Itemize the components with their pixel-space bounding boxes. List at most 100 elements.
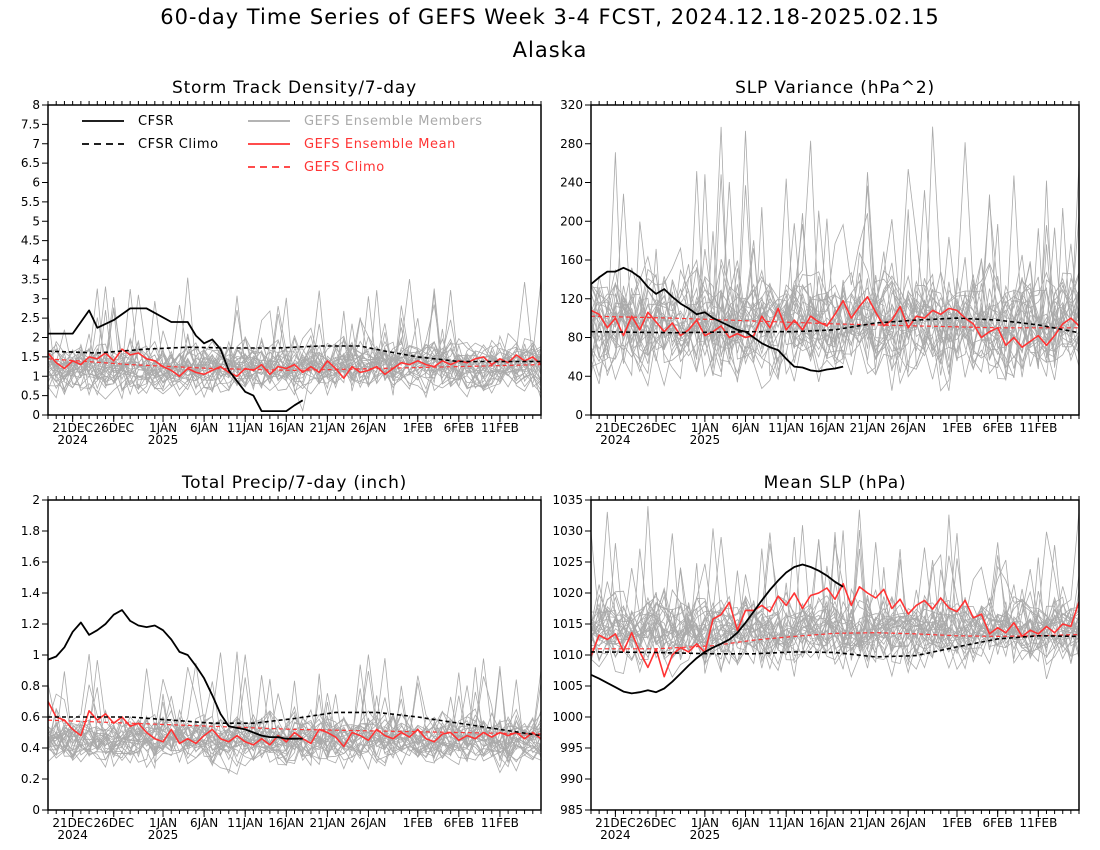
y-tick-label: 5.5 bbox=[21, 195, 40, 209]
y-tick-label: 1000 bbox=[552, 710, 583, 724]
ensemble-member-line bbox=[591, 531, 1079, 661]
gefs-ensemble-mean-line bbox=[591, 582, 1079, 678]
ensemble-member-line bbox=[48, 288, 541, 397]
chart-panel-3: Total Precip/7-day (inch)00.20.40.60.811… bbox=[21, 473, 542, 842]
plot-frame bbox=[590, 499, 1080, 811]
y-tick-label: 320 bbox=[560, 98, 583, 112]
ensemble-member-line bbox=[48, 654, 541, 764]
x-tick-label: 16JAN bbox=[809, 421, 845, 435]
ensemble-member-line bbox=[591, 175, 1079, 373]
chart-panels: Storm Track Density/7-day 0 0.5 1 1.5 2 2.5 3 3.… bbox=[21, 78, 1080, 842]
ensemble-member-line bbox=[48, 679, 541, 762]
y-tick-label: 1015 bbox=[552, 617, 583, 631]
y-tick-label: 2.5 bbox=[21, 311, 40, 325]
ensemble-member-line bbox=[591, 548, 1079, 666]
x-tick-label: 6JAN bbox=[731, 816, 759, 830]
plot-frame bbox=[590, 104, 1080, 416]
ensemble-member-line bbox=[591, 574, 1079, 670]
ensemble-members bbox=[591, 506, 1079, 680]
x-tick-label: 1JAN bbox=[691, 816, 719, 830]
x-tick-label: 11JAN bbox=[768, 421, 804, 435]
cfsr-climo-line bbox=[48, 345, 541, 363]
y-tick-label: 1025 bbox=[552, 555, 583, 569]
x-tick-year-label: 2025 bbox=[148, 828, 179, 842]
x-tick-label: 11JAN bbox=[768, 816, 804, 830]
y-tick-label: 0.2 bbox=[21, 772, 40, 786]
x-tick-label: 21DEC bbox=[595, 816, 635, 830]
y-tick-label: 1020 bbox=[552, 586, 583, 600]
ensemble-member-line bbox=[591, 174, 1079, 388]
y-tick-label: 200 bbox=[560, 214, 583, 228]
x-tick-label: 26DEC bbox=[93, 421, 133, 435]
x-tick-label: 11FEB bbox=[481, 421, 519, 435]
x-tick-label: 6FEB bbox=[982, 421, 1012, 435]
ensemble-member-line bbox=[591, 267, 1079, 391]
ensemble-member-line bbox=[591, 548, 1079, 662]
x-tick-label: 26JAN bbox=[890, 421, 926, 435]
x-tick-label: 6FEB bbox=[444, 421, 474, 435]
ensemble-member-line bbox=[591, 224, 1079, 373]
y-tick-label: 1.6 bbox=[21, 555, 40, 569]
ensemble-member-line bbox=[48, 307, 541, 396]
ensemble-member-line bbox=[48, 278, 541, 397]
x-tick-year-label: 2024 bbox=[57, 433, 88, 447]
x-tick-label: 1JAN bbox=[691, 421, 719, 435]
x-tick-label: 1FEB bbox=[942, 421, 972, 435]
y-tick-label: 6.5 bbox=[21, 156, 40, 170]
y-tick-label: 80 bbox=[568, 331, 583, 345]
cfsr-climo-line bbox=[48, 711, 541, 737]
chart-panel-1: Storm Track Density/7-day 0 0.5 1 1.5 2 2.5 3 3.… bbox=[21, 78, 542, 447]
y-tick-label: 0 bbox=[575, 408, 583, 422]
ensemble-member-line bbox=[48, 338, 541, 395]
legend-label: GEFS Ensemble Members bbox=[304, 114, 483, 129]
ensemble-member-line bbox=[591, 130, 1079, 375]
y-tick-label: 2 bbox=[32, 493, 40, 507]
gefs-climo-line bbox=[48, 719, 541, 735]
ensemble-member-line bbox=[591, 559, 1079, 666]
y-tick-label: 0.5 bbox=[21, 389, 40, 403]
ensemble-members bbox=[48, 651, 541, 775]
y-tick-label: 160 bbox=[560, 253, 583, 267]
x-tick-label: 11FEB bbox=[1019, 421, 1057, 435]
y-tick-label: 990 bbox=[560, 772, 583, 786]
x-tick-label: 11JAN bbox=[227, 421, 263, 435]
ensemble-member-line bbox=[48, 653, 541, 766]
x-tick-year-label: 2025 bbox=[690, 828, 721, 842]
y-tick-label: 1.4 bbox=[21, 586, 40, 600]
x-tick-label: 26JAN bbox=[351, 421, 387, 435]
x-tick-label: 11FEB bbox=[1019, 816, 1057, 830]
ensemble-member-line bbox=[48, 664, 541, 764]
chart-panel-2: SLP Variance (hPa^2) 0 40 80 120 160 200 240 280… bbox=[560, 78, 1080, 447]
x-tick-year-label: 2024 bbox=[600, 433, 631, 447]
y-tick-label: 8 bbox=[32, 98, 40, 112]
x-tick-label: 21JAN bbox=[850, 816, 886, 830]
ensemble-member-line bbox=[591, 244, 1079, 380]
x-tick-label: 11FEB bbox=[481, 816, 519, 830]
gefs-ensemble-mean-line bbox=[48, 701, 541, 748]
x-tick-label: 6FEB bbox=[444, 816, 474, 830]
figure-subtitle: Alaska bbox=[513, 38, 588, 62]
ensemble-member-line bbox=[48, 289, 541, 395]
y-tick-label: 1 bbox=[32, 648, 40, 662]
x-tick-label: 6JAN bbox=[731, 421, 759, 435]
legend-label: CFSR Climo bbox=[138, 137, 219, 152]
plot-frame bbox=[47, 104, 542, 416]
x-tick-label: 11JAN bbox=[227, 816, 263, 830]
ensemble-member-line bbox=[48, 296, 541, 400]
y-tick-label: 120 bbox=[560, 292, 583, 306]
ensemble-member-line bbox=[48, 678, 541, 769]
ensemble-member-line bbox=[591, 219, 1079, 376]
y-tick-label: 1035 bbox=[552, 493, 583, 507]
ensemble-member-line bbox=[48, 290, 541, 392]
ensemble-member-line bbox=[48, 669, 541, 775]
ensemble-member-line bbox=[591, 514, 1079, 661]
ensemble-member-line bbox=[48, 695, 541, 763]
panel-title: SLP Variance (hPa^2) bbox=[735, 78, 935, 98]
legend-label: CFSR bbox=[138, 114, 174, 129]
x-tick-label: 21JAN bbox=[850, 421, 886, 435]
ensemble-member-line bbox=[591, 140, 1079, 380]
cfsr-line bbox=[48, 307, 304, 413]
y-tick-label: 1.2 bbox=[21, 617, 40, 631]
x-tick-label: 16JAN bbox=[268, 816, 304, 830]
